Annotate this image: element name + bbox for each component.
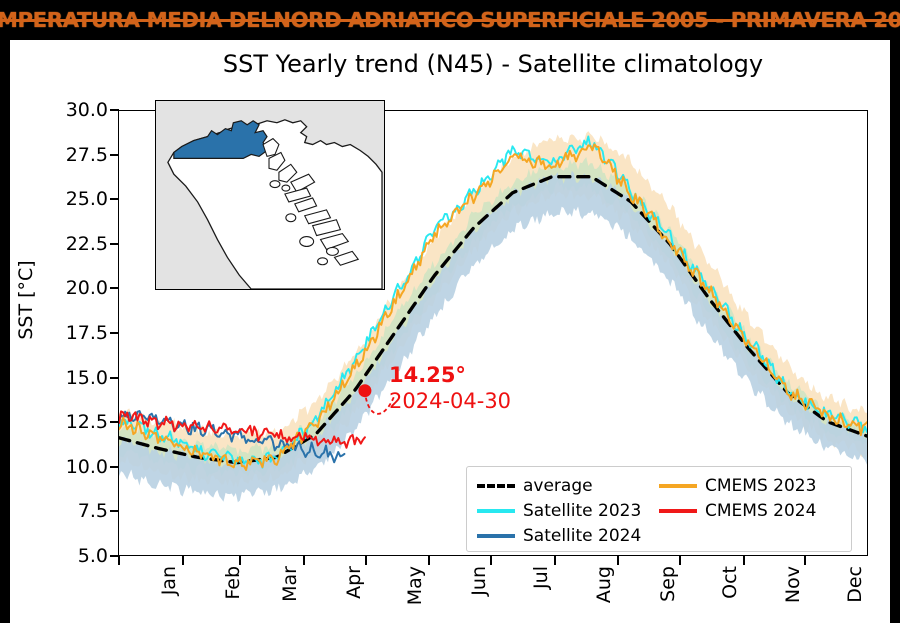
y-tick-mark: [110, 198, 119, 201]
y-tick-mark: [110, 376, 119, 379]
x-tick-mark: [804, 556, 807, 565]
x-tick-mark: [239, 556, 242, 565]
y-tick-label: 27.5: [65, 143, 108, 166]
legend-item[interactable]: average: [477, 476, 659, 496]
y-tick-mark: [110, 242, 119, 245]
x-tick-label: May: [404, 566, 427, 606]
inset-map-svg: [156, 101, 384, 289]
frame-right-border: [890, 0, 900, 623]
x-tick-mark: [428, 556, 431, 565]
y-tick-label: 5.0: [77, 545, 108, 567]
legend-swatch: [477, 508, 515, 513]
y-tick-mark: [110, 510, 119, 513]
y-tick-mark: [110, 421, 119, 424]
inset-highlight-region: [173, 120, 268, 159]
x-tick-mark: [742, 556, 745, 565]
annotation-value: 14.25°: [389, 363, 466, 387]
x-tick-mark: [364, 556, 367, 565]
x-tick-mark: [181, 556, 184, 565]
x-tick-label: Dec: [844, 566, 867, 603]
y-tick-label: 22.5: [65, 232, 108, 255]
x-tick-label: Jul: [529, 566, 552, 589]
legend-item[interactable]: CMEMS 2023: [659, 476, 849, 496]
legend-item[interactable]: Satellite 2024: [477, 526, 659, 546]
legend-item[interactable]: CMEMS 2024: [659, 501, 849, 521]
x-tick-label: Feb: [221, 566, 244, 600]
legend-swatch: [477, 533, 515, 538]
x-tick-mark: [489, 556, 492, 565]
legend-label: Satellite 2024: [523, 525, 642, 546]
plot-svg: [119, 131, 867, 503]
legend-grid: average CMEMS 2023 Satellite 2023 CMEMS 202…: [477, 473, 843, 548]
series-line-cmems-2024: [119, 410, 366, 449]
legend-swatch: [659, 483, 697, 488]
y-tick-label: 15.0: [65, 366, 108, 389]
x-tick-label: Jan: [157, 566, 180, 596]
x-tick-label: Sep: [657, 566, 680, 602]
band-inner-envelope: [119, 170, 867, 503]
y-tick-mark: [110, 109, 119, 111]
y-tick-label: 12.5: [65, 411, 108, 434]
banner-title: TEMPERATURA MEDIA DELNORD ADRIATICO SUPE…: [0, 8, 900, 32]
banner: TEMPERATURA MEDIA DELNORD ADRIATICO SUPE…: [0, 0, 900, 40]
legend-label: CMEMS 2024: [705, 500, 817, 521]
legend-label: CMEMS 2023: [705, 475, 817, 496]
series-line-average: [119, 175, 867, 465]
x-tick-label: Mar: [279, 566, 302, 602]
y-tick-mark: [110, 465, 119, 468]
inset-islands: [262, 137, 360, 266]
annotation-marker: [358, 384, 372, 398]
x-tick-mark: [678, 556, 681, 565]
x-tick-label: Jun: [468, 566, 491, 596]
series-line-cmems-2023: [119, 143, 867, 471]
chart-title: SST Yearly trend (N45) - Satellite clima…: [222, 50, 764, 78]
legend-label: average: [523, 475, 593, 496]
y-tick-label: 10.0: [65, 455, 108, 478]
x-tick-mark: [617, 556, 620, 565]
y-tick-mark: [110, 287, 119, 290]
y-tick-label: 25.0: [65, 188, 108, 211]
x-tick-label: Apr: [342, 566, 365, 599]
x-tick-mark: [302, 556, 305, 565]
legend-item[interactable]: Satellite 2023: [477, 501, 659, 521]
y-tick-label: 30.0: [65, 99, 108, 121]
x-tick-mark: [118, 556, 120, 565]
inset-map: [155, 100, 385, 290]
annotation-date: 2024-04-30: [389, 389, 512, 413]
x-tick-label: Aug: [593, 566, 616, 604]
y-tick-mark: [110, 332, 119, 334]
x-tick-label: Nov: [782, 566, 805, 604]
legend-swatch: [477, 483, 515, 488]
x-tick-mark: [553, 556, 556, 565]
y-tick-label: 20.0: [65, 277, 108, 300]
x-tick-label: Oct: [718, 566, 741, 599]
y-tick-mark: [110, 555, 119, 557]
legend-swatch: [659, 508, 697, 513]
y-tick-label: 17.5: [65, 322, 108, 344]
legend: average CMEMS 2023 Satellite 2023 CMEMS 202…: [466, 466, 852, 552]
frame-left-border: [0, 0, 10, 623]
legend-label: Satellite 2023: [523, 500, 642, 521]
y-tick-mark: [110, 153, 119, 156]
y-tick-label: 7.5: [77, 500, 108, 523]
